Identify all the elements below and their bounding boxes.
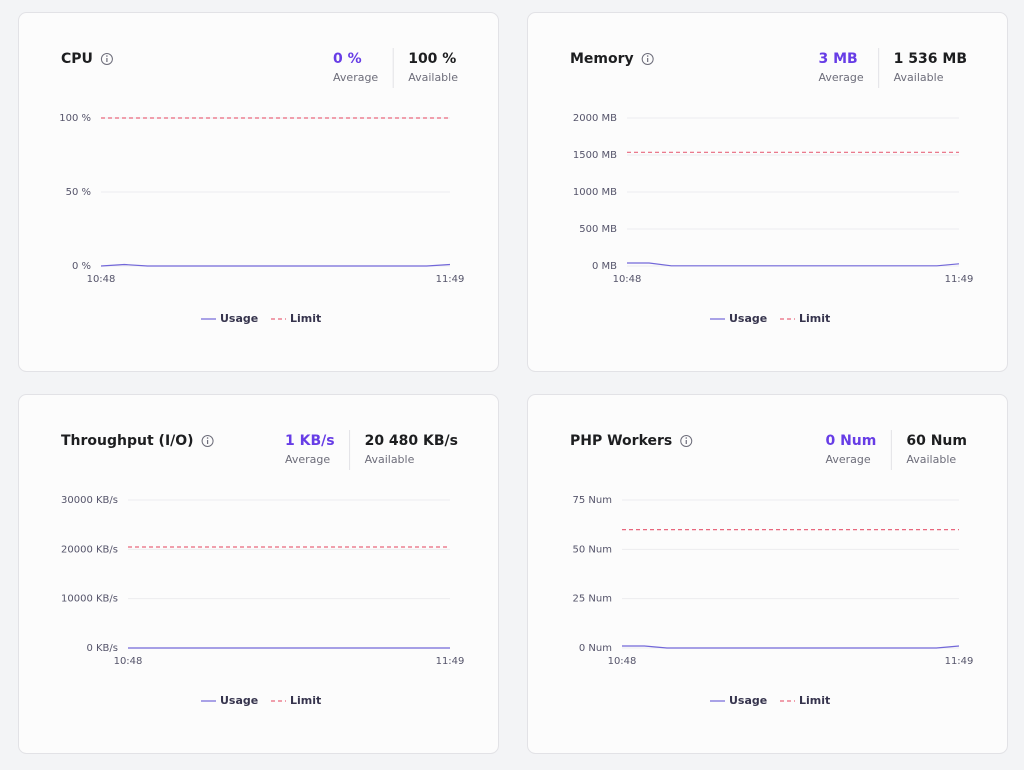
legend-label: Limit xyxy=(799,694,830,707)
panel: Throughput (I/O) 20 480 KB/s Available 1 KB… xyxy=(18,394,499,754)
summary-value: 0 Num xyxy=(825,433,876,449)
info-icon xyxy=(100,53,113,65)
y-tick-label: 10000 KB/s xyxy=(61,594,118,605)
y-tick-label: 1000 MB xyxy=(573,187,617,198)
summary-label: Available xyxy=(894,71,944,84)
series-line xyxy=(100,263,451,267)
info-icon xyxy=(206,437,209,439)
summary-value: 60 Num xyxy=(906,433,967,449)
panel-title: PHP Workers xyxy=(570,433,672,449)
x-tick-label: 11:49 xyxy=(945,274,974,285)
legend-label: Usage xyxy=(220,312,258,325)
legend-label: Usage xyxy=(220,694,258,707)
summary-value: 1 536 MB xyxy=(894,51,967,67)
summary-value: 3 MB xyxy=(819,51,858,67)
summary-label: Available xyxy=(408,71,458,84)
info-icon xyxy=(106,55,108,57)
panel: PHP Workers 60 Num Available 0 Num Average 0 … xyxy=(527,394,1008,754)
legend-label: Limit xyxy=(290,312,321,325)
summary-label: Average xyxy=(825,453,870,466)
panel-title: CPU xyxy=(61,51,93,67)
summary-value: 100 % xyxy=(408,51,456,67)
y-tick-label: 0 MB xyxy=(592,261,617,272)
y-tick-label: 0 % xyxy=(72,261,91,272)
summary-value: 0 % xyxy=(333,51,362,67)
y-tick-label: 500 MB xyxy=(579,224,617,235)
summary-label: Average xyxy=(819,71,864,84)
summary-label: Average xyxy=(285,453,330,466)
y-tick-label: 1500 MB xyxy=(573,150,617,161)
info-icon xyxy=(646,55,649,57)
card xyxy=(18,394,499,754)
summary-label: Available xyxy=(906,453,956,466)
y-tick-label: 0 Num xyxy=(579,643,612,654)
y-tick-label: 25 Num xyxy=(573,594,612,605)
y-tick-label: 50 Num xyxy=(573,544,612,555)
x-tick-label: 10:48 xyxy=(613,274,642,285)
x-tick-label: 11:49 xyxy=(436,274,465,285)
y-tick-label: 75 Num xyxy=(573,495,612,506)
y-tick-label: 100 % xyxy=(59,113,91,124)
info-icon xyxy=(201,435,214,447)
legend-label: Limit xyxy=(799,312,830,325)
legend-label: Usage xyxy=(729,312,767,325)
panel: CPU 100 % Available 0 % Average 0 % 50 % 100 % 1… xyxy=(18,12,499,372)
card xyxy=(527,394,1008,754)
x-tick-label: 11:49 xyxy=(436,656,465,667)
panel-title: Memory xyxy=(570,51,634,67)
info-icon xyxy=(680,435,693,447)
y-tick-label: 0 KB/s xyxy=(86,643,118,654)
y-tick-label: 30000 KB/s xyxy=(61,495,118,506)
summary-value: 1 KB/s xyxy=(285,433,335,449)
series-line xyxy=(622,645,960,649)
x-tick-label: 10:48 xyxy=(114,656,143,667)
y-tick-label: 2000 MB xyxy=(573,113,617,124)
x-tick-label: 10:48 xyxy=(608,656,637,667)
summary-value: 20 480 KB/s xyxy=(365,433,458,449)
legend-label: Limit xyxy=(290,694,321,707)
y-tick-label: 20000 KB/s xyxy=(61,544,118,555)
summary-label: Average xyxy=(333,71,378,84)
series-line xyxy=(627,262,960,267)
x-tick-label: 10:48 xyxy=(87,274,116,285)
info-icon xyxy=(685,437,688,439)
legend-label: Usage xyxy=(729,694,767,707)
info-icon xyxy=(641,53,654,65)
y-tick-label: 50 % xyxy=(66,187,91,198)
summary-label: Available xyxy=(365,453,415,466)
x-tick-label: 11:49 xyxy=(945,656,974,667)
panel: Memory 1 536 MB Available 3 MB Average 0 MB 50… xyxy=(527,12,1008,372)
panel-title: Throughput (I/O) xyxy=(61,433,194,449)
